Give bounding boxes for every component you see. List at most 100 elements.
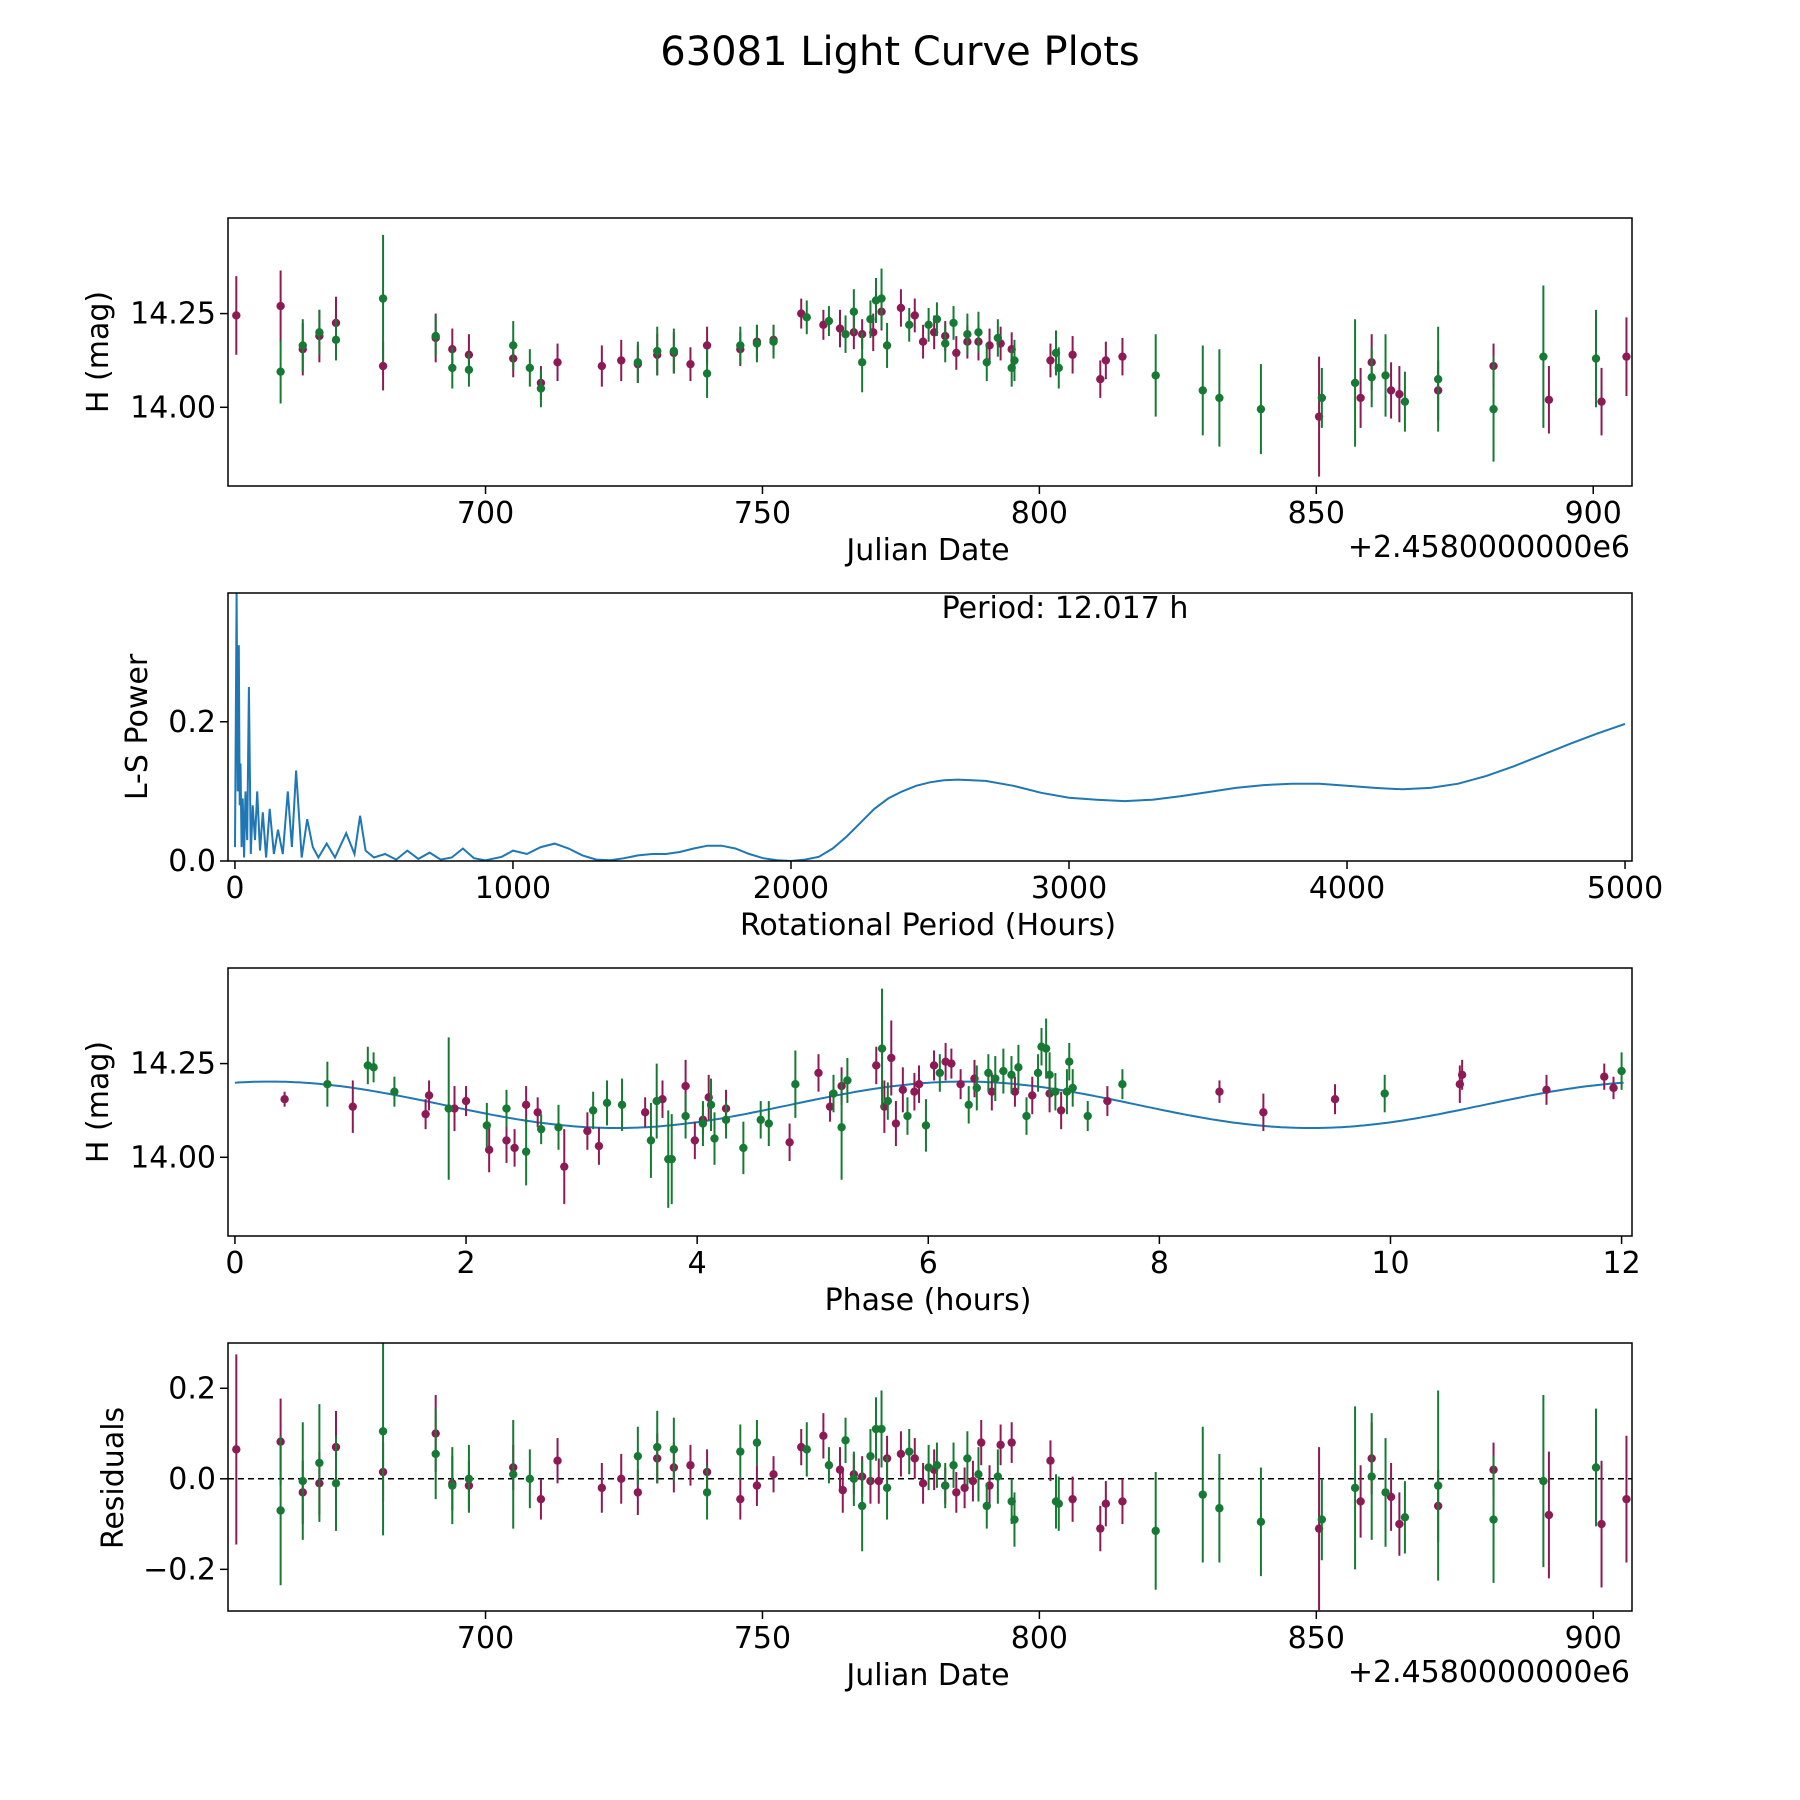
- res-green-point: [993, 1472, 1003, 1481]
- res-offset-text: +2.4580000000e6: [1348, 1655, 1630, 1690]
- res-green-point: [378, 1427, 388, 1436]
- res-green-point: [448, 1481, 457, 1490]
- ph-red-point: [594, 1141, 604, 1151]
- ph-green-point: [617, 1100, 627, 1110]
- res-red-point: [1386, 1492, 1396, 1502]
- lc-green-point: [1400, 397, 1410, 406]
- lc-red-point: [835, 324, 845, 333]
- res-green-point: [298, 1476, 307, 1486]
- ph-red-point: [450, 1104, 459, 1113]
- ph-axes-frame: [227, 967, 1633, 1237]
- lc-green-point: [924, 320, 933, 330]
- res-green-point: [752, 1438, 762, 1447]
- res-red-point: [1101, 1499, 1111, 1508]
- ph-green-point: [964, 1100, 973, 1110]
- ph-green-point: [1007, 1070, 1016, 1080]
- res-green-point: [963, 1454, 972, 1463]
- ph-xtick-label: 8: [1150, 1246, 1169, 1281]
- res-green-point: [849, 1474, 859, 1484]
- ph-xtick-label: 0: [225, 1246, 244, 1281]
- ph-xtick-label: 4: [688, 1246, 707, 1281]
- ph-green-point: [710, 1134, 719, 1143]
- res-plot-area: [228, 1343, 1632, 1611]
- ph-green-point: [972, 1083, 981, 1093]
- lc-red-point: [1544, 395, 1554, 404]
- lc-red-point: [1101, 356, 1111, 365]
- lc-green-point: [1591, 354, 1601, 363]
- lc-ytick-label: 14.00: [130, 390, 216, 425]
- lc-xtick-label: 850: [1288, 496, 1345, 531]
- ph-red-point: [1028, 1091, 1037, 1100]
- ph-red-point: [914, 1079, 924, 1089]
- ph-xtick-label: 12: [1603, 1246, 1641, 1281]
- res-red-point: [769, 1470, 778, 1479]
- lc-green-point: [702, 369, 712, 378]
- ls-xtick-label: 1000: [475, 871, 551, 906]
- ph-red-point: [510, 1143, 519, 1153]
- res-green-point: [1591, 1463, 1601, 1472]
- residuals-panel: Residuals Julian Date +2.4580000000e6 70…: [96, 1342, 1633, 1693]
- periodogram-panel: L-S Power Rotational Period (Hours) Peri…: [120, 591, 1663, 943]
- res-red-point: [597, 1483, 607, 1493]
- lc-green-point: [824, 316, 834, 326]
- ph-green-point: [984, 1068, 993, 1078]
- lc-red-point: [232, 311, 241, 320]
- res-red-point: [1356, 1497, 1365, 1506]
- ph-red-point: [872, 1061, 881, 1070]
- res-red-point: [1096, 1524, 1105, 1533]
- res-red-point: [960, 1483, 969, 1493]
- ph-ylabel: H (mag): [81, 1041, 116, 1163]
- res-green-point: [653, 1442, 662, 1452]
- ph-red-point: [1215, 1087, 1224, 1096]
- ph-red-point: [533, 1108, 542, 1117]
- ph-green-point: [999, 1066, 1008, 1076]
- ph-red-point: [887, 1053, 896, 1063]
- light-curve-panel: H (mag) Julian Date +2.4580000000e6 700 7…: [81, 217, 1633, 568]
- res-xtick-label: 700: [457, 1621, 514, 1656]
- lc-green-point: [769, 337, 778, 346]
- res-green-point: [1400, 1513, 1410, 1522]
- lc-green-point: [982, 358, 991, 367]
- res-green-point: [924, 1463, 933, 1472]
- lc-green-point: [1367, 373, 1376, 382]
- lc-red-point: [617, 356, 626, 365]
- ph-red-point: [956, 1079, 965, 1089]
- res-green-point: [1489, 1515, 1498, 1524]
- res-green-point: [1010, 1515, 1019, 1524]
- lc-green-point: [509, 341, 518, 350]
- ph-green-point: [602, 1098, 612, 1108]
- ph-red-point: [987, 1087, 997, 1096]
- res-red-point: [874, 1476, 883, 1486]
- ph-green-point: [721, 1115, 731, 1125]
- lc-red-point: [918, 337, 928, 346]
- res-red-point: [910, 1454, 919, 1463]
- lc-green-point: [736, 341, 745, 350]
- lc-green-point: [993, 333, 1003, 343]
- ph-green-point: [323, 1079, 332, 1089]
- res-red-point: [617, 1474, 626, 1484]
- lc-green-point: [633, 358, 643, 367]
- lc-red-point: [1068, 350, 1077, 360]
- ph-ytick-label: 14.00: [130, 1140, 216, 1175]
- res-red-point: [952, 1488, 961, 1497]
- res-red-point: [977, 1438, 986, 1447]
- ph-green-point: [390, 1087, 399, 1096]
- lc-green-point: [298, 341, 307, 350]
- lc-xtick-label: 900: [1565, 496, 1622, 531]
- ph-red-point: [825, 1102, 835, 1111]
- ls-xtick-label: 2000: [753, 871, 829, 906]
- ph-green-point: [883, 1096, 893, 1106]
- ph-green-point: [1033, 1068, 1043, 1078]
- ph-green-point: [764, 1119, 773, 1128]
- res-red-point: [232, 1445, 241, 1454]
- lc-offset-text: +2.4580000000e6: [1348, 530, 1630, 565]
- res-green-point: [276, 1506, 285, 1515]
- lc-red-point: [276, 301, 285, 311]
- ph-green-point: [1065, 1057, 1074, 1066]
- ph-xtick-label: 10: [1371, 1246, 1409, 1281]
- lc-green-point: [448, 363, 457, 373]
- res-ytick-label: 0.0: [168, 1462, 216, 1497]
- lc-xtick-label: 750: [734, 496, 791, 531]
- ph-green-point: [588, 1106, 598, 1115]
- res-green-point: [1151, 1526, 1160, 1536]
